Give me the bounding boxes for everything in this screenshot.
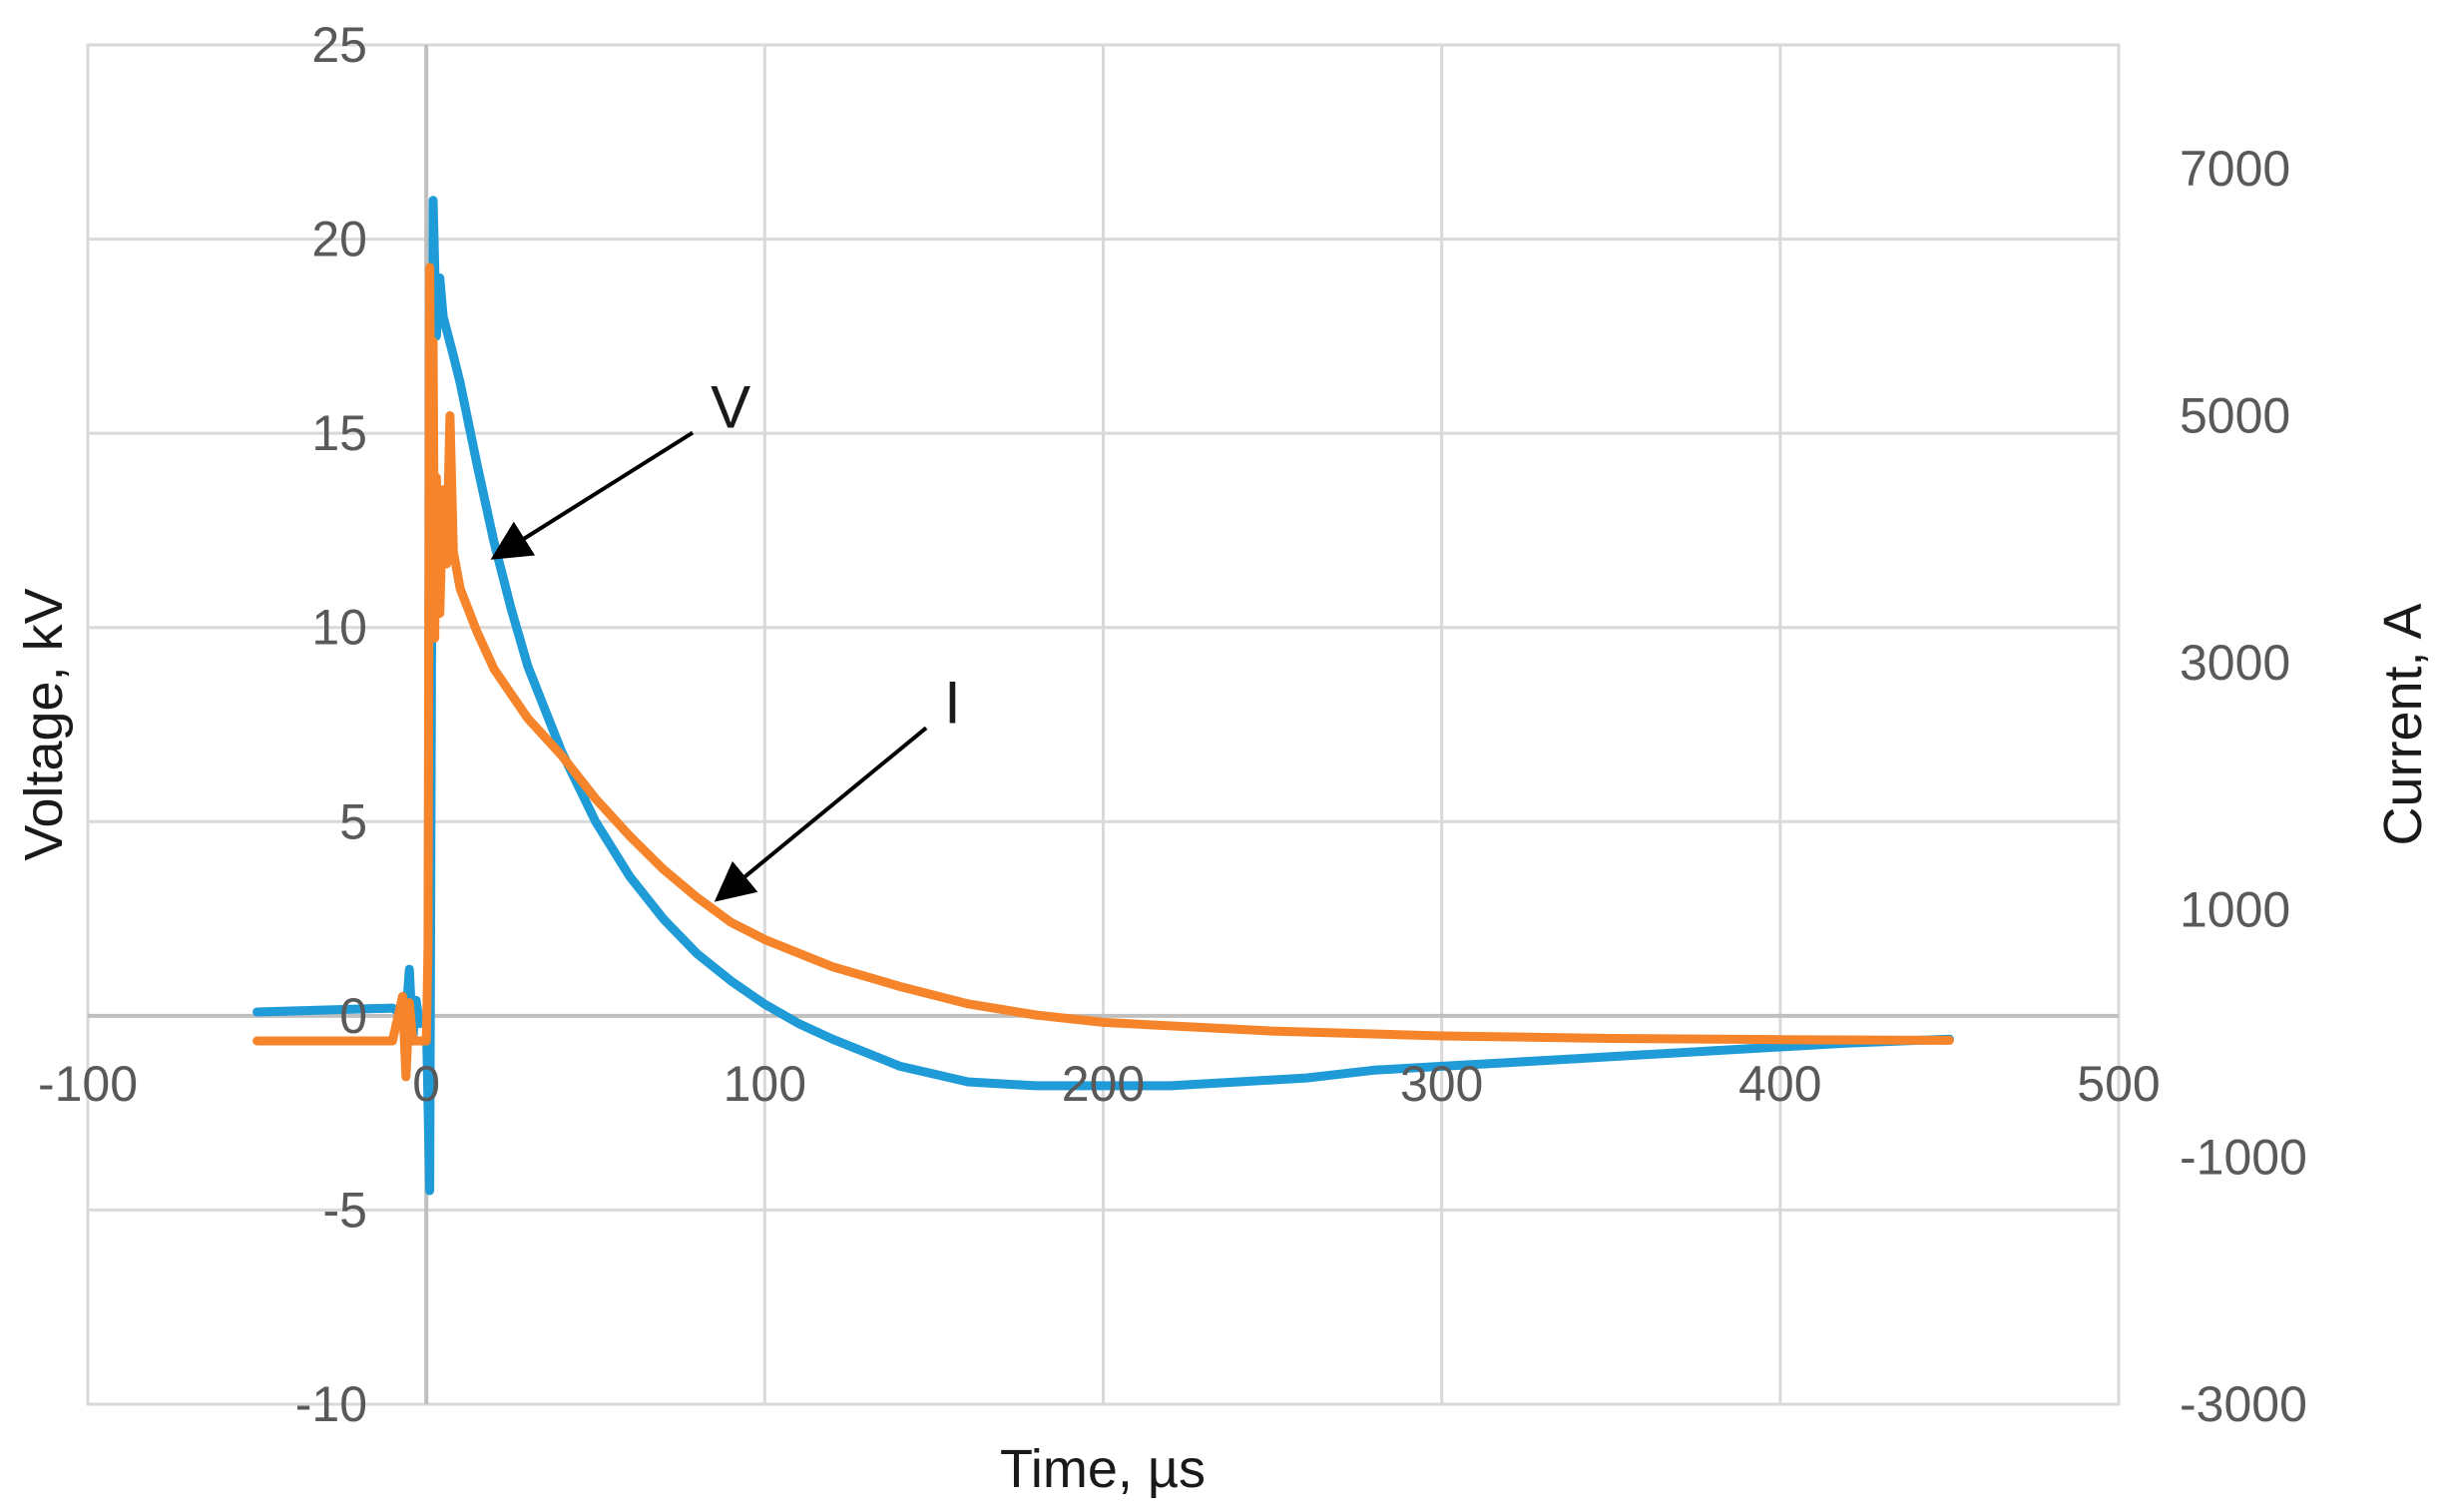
- annotation-arrow: [714, 726, 928, 902]
- y-right-tick-labels: -3000 -1000 1000 3000 5000 7000: [2180, 141, 2307, 1432]
- y-right-tick-label: 1000: [2180, 882, 2290, 938]
- annotations: VI: [490, 374, 961, 902]
- x-tick-label: 300: [1400, 1056, 1483, 1112]
- y-left-tick-label: -10: [295, 1376, 367, 1432]
- x-tick-label: 0: [412, 1056, 440, 1112]
- y-left-tick-label: 0: [339, 988, 367, 1044]
- x-tick-label: 400: [1738, 1056, 1821, 1112]
- x-tick-labels: -100 0 100 200 300 400 500: [38, 1056, 2161, 1112]
- x-tick-label: 500: [2077, 1056, 2160, 1112]
- vertical-gridlines: [424, 45, 1782, 1404]
- y-left-tick-labels: -10 -5 0 5 10 15 20 25: [295, 17, 367, 1432]
- y-right-tick-label: 5000: [2180, 387, 2290, 443]
- y-right-tick-label: 3000: [2180, 635, 2290, 691]
- y-right-axis-title: Current, A: [2373, 603, 2433, 845]
- y-left-tick-label: -5: [323, 1182, 367, 1238]
- series-layer: [252, 196, 1954, 1196]
- annotation-arrow: [490, 430, 695, 560]
- x-tick-label: 200: [1062, 1056, 1145, 1112]
- x-axis-title: Time, µs: [1000, 1439, 1206, 1499]
- y-left-tick-label: 25: [311, 17, 367, 73]
- y-left-tick-label: 10: [311, 600, 367, 656]
- y-left-tick-label: 15: [311, 405, 367, 461]
- y-right-tick-label: -3000: [2180, 1376, 2307, 1432]
- y-right-tick-label: 7000: [2180, 141, 2290, 197]
- annotation-label: V: [711, 374, 750, 441]
- y-left-tick-label: 20: [311, 212, 367, 267]
- y-right-tick-label: -1000: [2180, 1129, 2307, 1185]
- y-left-tick-label: 5: [339, 793, 367, 849]
- annotation-label: I: [944, 669, 961, 736]
- x-tick-label: 100: [724, 1056, 806, 1112]
- y-left-axis-title: Voltage, kV: [14, 588, 74, 860]
- series-line-i: [252, 262, 1954, 1082]
- x-tick-label: -100: [38, 1056, 138, 1112]
